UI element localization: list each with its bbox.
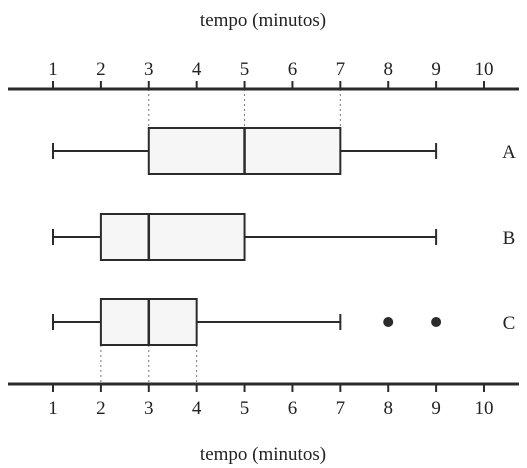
top-tick-label: 5	[240, 59, 250, 80]
bottom-tick-label: 1	[48, 398, 58, 419]
top-tick-label: 2	[96, 59, 106, 80]
top-tick-label: 3	[144, 59, 154, 80]
iqr-box	[99, 213, 246, 261]
outlier-point	[431, 317, 442, 327]
bottom-tick-label: 6	[288, 398, 298, 419]
bottom-tick-label: 2	[96, 398, 106, 419]
top-axis-title: tempo (minutos)	[200, 10, 326, 31]
top-tick-label: 8	[383, 59, 393, 80]
category-label: A	[502, 142, 516, 163]
top-tick-label: 6	[288, 59, 298, 80]
bottom-tick-label: 3	[144, 398, 154, 419]
category-label: B	[503, 228, 516, 249]
top-tick-label: 7	[336, 59, 346, 80]
boxes: A B C	[52, 127, 516, 346]
axes: 1 1 2 2 3 3 4 4 5 5 6 6 7 7 8 8 9 9 10 10	[8, 59, 519, 419]
box-group-c: C	[52, 298, 516, 346]
bottom-tick-label: 10	[475, 398, 494, 419]
top-tick-label: 1	[48, 59, 58, 80]
top-tick-label: 4	[192, 59, 202, 80]
outlier-point	[383, 317, 394, 327]
box-group-b: B	[52, 213, 516, 261]
bottom-tick-label: 8	[383, 398, 393, 419]
reference-lines	[100, 89, 341, 384]
bottom-axis-title: tempo (minutos)	[200, 444, 326, 465]
category-label: C	[503, 313, 516, 334]
bottom-tick-label: 5	[240, 398, 250, 419]
top-tick-label: 9	[431, 59, 441, 80]
box-group-a: A	[52, 127, 516, 175]
top-tick-label: 10	[475, 59, 494, 80]
bottom-tick-label: 9	[431, 398, 441, 419]
bottom-tick-label: 7	[336, 398, 346, 419]
bottom-tick-label: 4	[192, 398, 202, 419]
